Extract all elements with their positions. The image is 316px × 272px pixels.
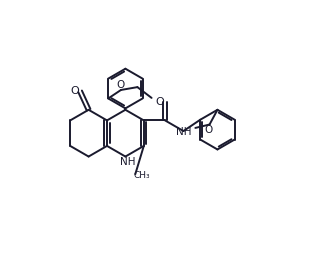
Text: O: O [205, 125, 213, 135]
Text: O: O [155, 97, 164, 107]
Text: NH: NH [176, 126, 192, 137]
Text: NH: NH [120, 157, 135, 167]
Text: O: O [116, 80, 125, 90]
Text: CH₃: CH₃ [133, 171, 150, 180]
Text: O: O [70, 86, 79, 96]
